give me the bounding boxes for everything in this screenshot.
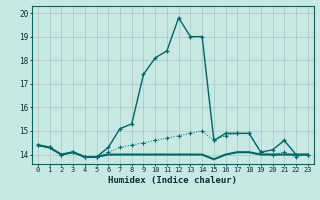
X-axis label: Humidex (Indice chaleur): Humidex (Indice chaleur) — [108, 176, 237, 185]
